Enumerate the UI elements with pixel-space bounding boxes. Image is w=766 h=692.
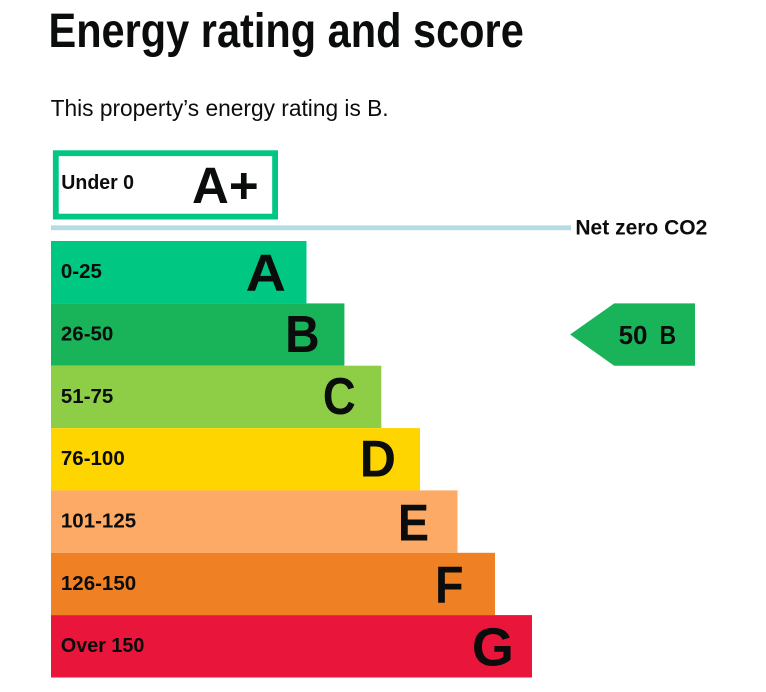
svg-text:0-25: 0-25: [61, 260, 102, 283]
svg-text:E: E: [398, 494, 429, 552]
svg-text:C: C: [323, 368, 356, 426]
svg-text:D: D: [360, 431, 396, 489]
svg-text:26-50: 26-50: [61, 323, 113, 346]
svg-text:76-100: 76-100: [61, 447, 125, 470]
svg-text:B: B: [660, 320, 677, 350]
svg-text:101-125: 101-125: [61, 510, 136, 533]
svg-text:Over 150: Over 150: [61, 634, 144, 657]
svg-text:A: A: [246, 245, 286, 303]
svg-text:F: F: [435, 556, 464, 614]
svg-text:A+: A+: [192, 157, 259, 214]
svg-text:This property’s energy rating: This property’s energy rating is B.: [51, 95, 389, 121]
svg-text:Net zero CO2: Net zero CO2: [575, 216, 707, 239]
svg-text:50: 50: [619, 320, 648, 350]
svg-text:126-150: 126-150: [61, 572, 136, 595]
svg-text:51-75: 51-75: [61, 385, 113, 408]
svg-text:G: G: [472, 618, 514, 678]
svg-text:B: B: [285, 306, 320, 364]
svg-text:Energy rating and score: Energy rating and score: [49, 5, 524, 58]
svg-text:Under 0: Under 0: [61, 171, 134, 194]
